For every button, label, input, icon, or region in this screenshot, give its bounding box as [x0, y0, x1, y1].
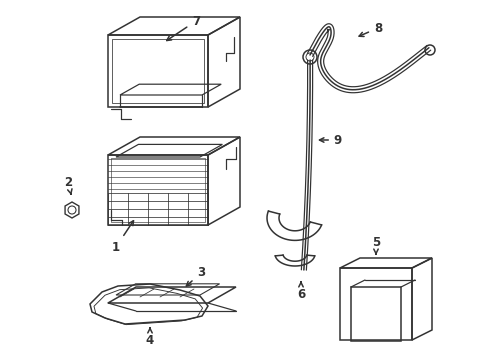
Text: 6: 6: [296, 282, 305, 301]
Text: 2: 2: [64, 176, 72, 194]
Text: 5: 5: [371, 235, 379, 254]
Text: 3: 3: [186, 266, 204, 286]
Text: 8: 8: [358, 22, 381, 36]
Text: 4: 4: [145, 328, 154, 346]
Text: 9: 9: [319, 134, 342, 147]
Text: 7: 7: [166, 14, 200, 41]
Text: 1: 1: [112, 221, 133, 253]
